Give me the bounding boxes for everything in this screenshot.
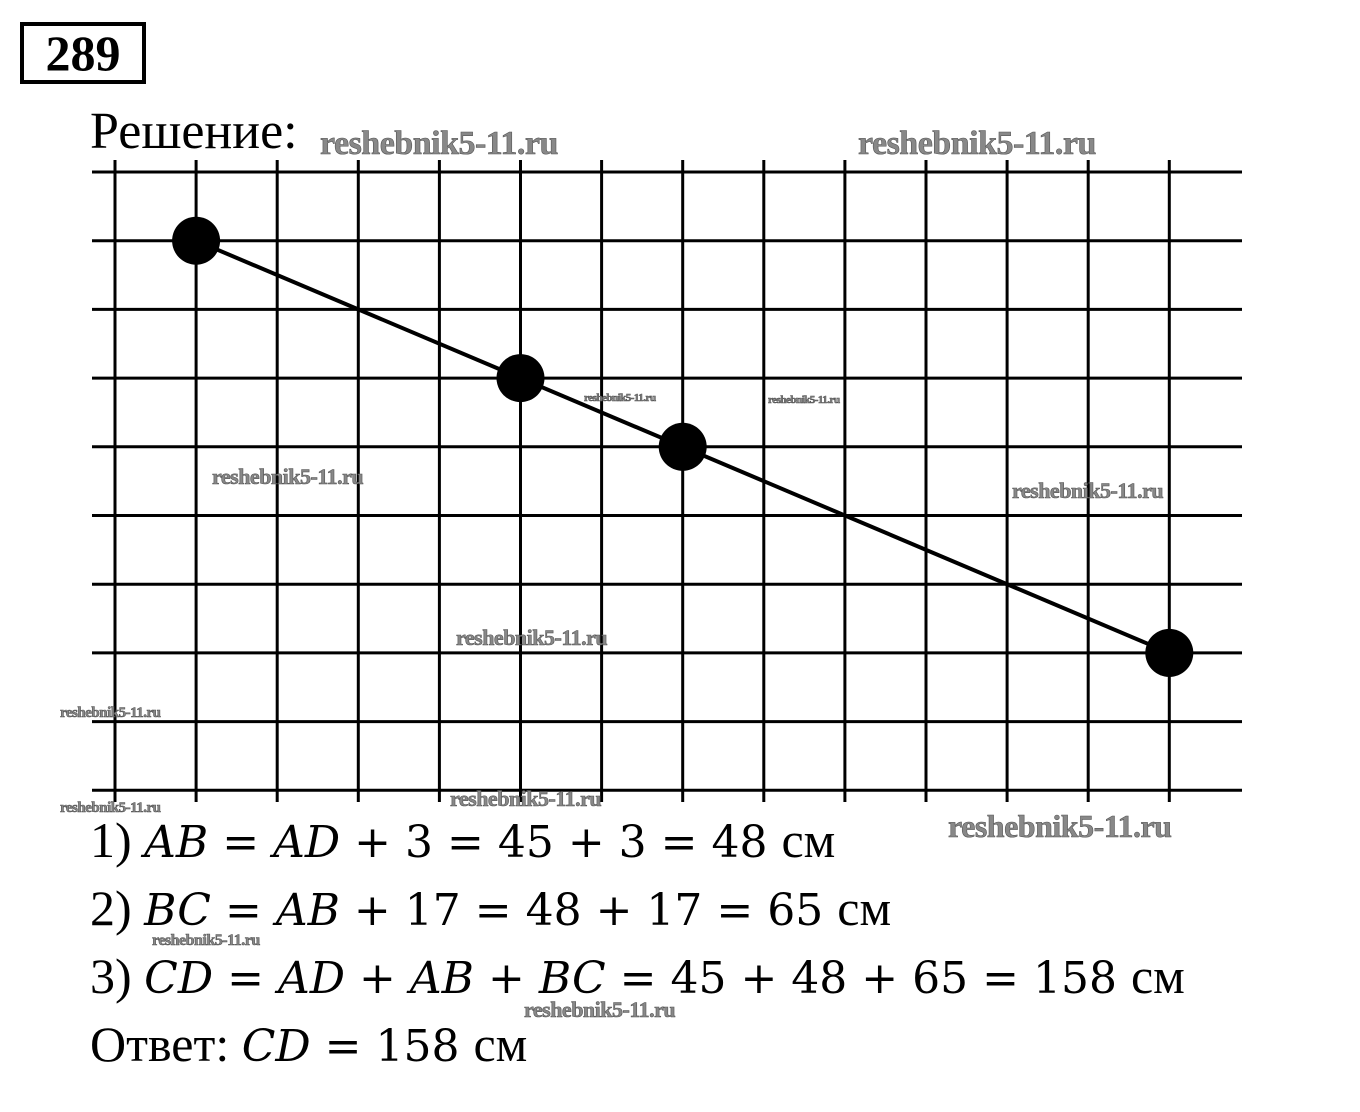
- variable: AB: [144, 817, 209, 868]
- line-prefix: 3): [90, 948, 145, 1004]
- point-d: [172, 216, 221, 265]
- watermark: reshebnik5-11.ru: [584, 392, 657, 405]
- variable: AB: [409, 953, 474, 1004]
- watermark: reshebnik5-11.ru: [450, 786, 602, 812]
- expression: +: [345, 953, 410, 1004]
- expression: =: [213, 953, 278, 1004]
- line-prefix: 1): [90, 812, 145, 868]
- watermark: reshebnik5-11.ru: [1012, 478, 1164, 504]
- expression: =: [208, 817, 274, 868]
- line-prefix: 2): [90, 880, 145, 936]
- watermark: reshebnik5-11.ru: [858, 125, 1097, 163]
- solution-line: 1) AB = AD + 3 = 45 + 3 = 48 см: [90, 812, 835, 871]
- variable: BC: [144, 885, 211, 936]
- watermark: reshebnik5-11.ru: [768, 394, 841, 407]
- watermark: reshebnik5-11.ru: [948, 808, 1173, 845]
- watermark: reshebnik5-11.ru: [524, 997, 676, 1023]
- solution-line: 2) BC = AB + 17 = 48 + 17 = 65 см: [90, 880, 891, 939]
- solution-heading: Решение:: [90, 103, 298, 160]
- watermark: reshebnik5-11.ru: [456, 625, 608, 651]
- watermark: reshebnik5-11.ru: [152, 932, 261, 950]
- variable: AD: [277, 953, 346, 1004]
- variable: AD: [273, 817, 341, 868]
- expression: +: [473, 953, 539, 1004]
- watermark: reshebnik5-11.ru: [60, 800, 162, 817]
- expression: =: [210, 885, 276, 936]
- unit: см: [1130, 948, 1185, 1004]
- watermark: reshebnik5-11.ru: [320, 125, 559, 163]
- solution-line: Ответ: CD = 158 см: [90, 1016, 527, 1075]
- point-a: [496, 354, 545, 403]
- variable: CD: [144, 953, 214, 1004]
- problem-number: 289: [20, 22, 146, 84]
- variable: CD: [241, 1021, 311, 1072]
- unit: см: [837, 880, 892, 936]
- unit: см: [473, 1016, 528, 1072]
- variable: AB: [275, 885, 340, 936]
- watermark: reshebnik5-11.ru: [212, 464, 364, 490]
- expression: + 17 = 48 + 17 = 65: [339, 885, 838, 936]
- solution-line: 3) CD = AD + AB + BC = 45 + 48 + 65 = 15…: [90, 948, 1185, 1007]
- variable: BC: [538, 953, 606, 1004]
- point-b: [658, 422, 707, 471]
- expression: = 45 + 48 + 65 = 158: [605, 953, 1131, 1004]
- expression: + 3 = 45 + 3 = 48: [340, 817, 782, 868]
- point-c: [1145, 628, 1194, 677]
- expression: = 158: [310, 1021, 474, 1072]
- line-prefix: Ответ:: [90, 1016, 242, 1072]
- unit: см: [781, 812, 836, 868]
- watermark: reshebnik5-11.ru: [60, 705, 162, 722]
